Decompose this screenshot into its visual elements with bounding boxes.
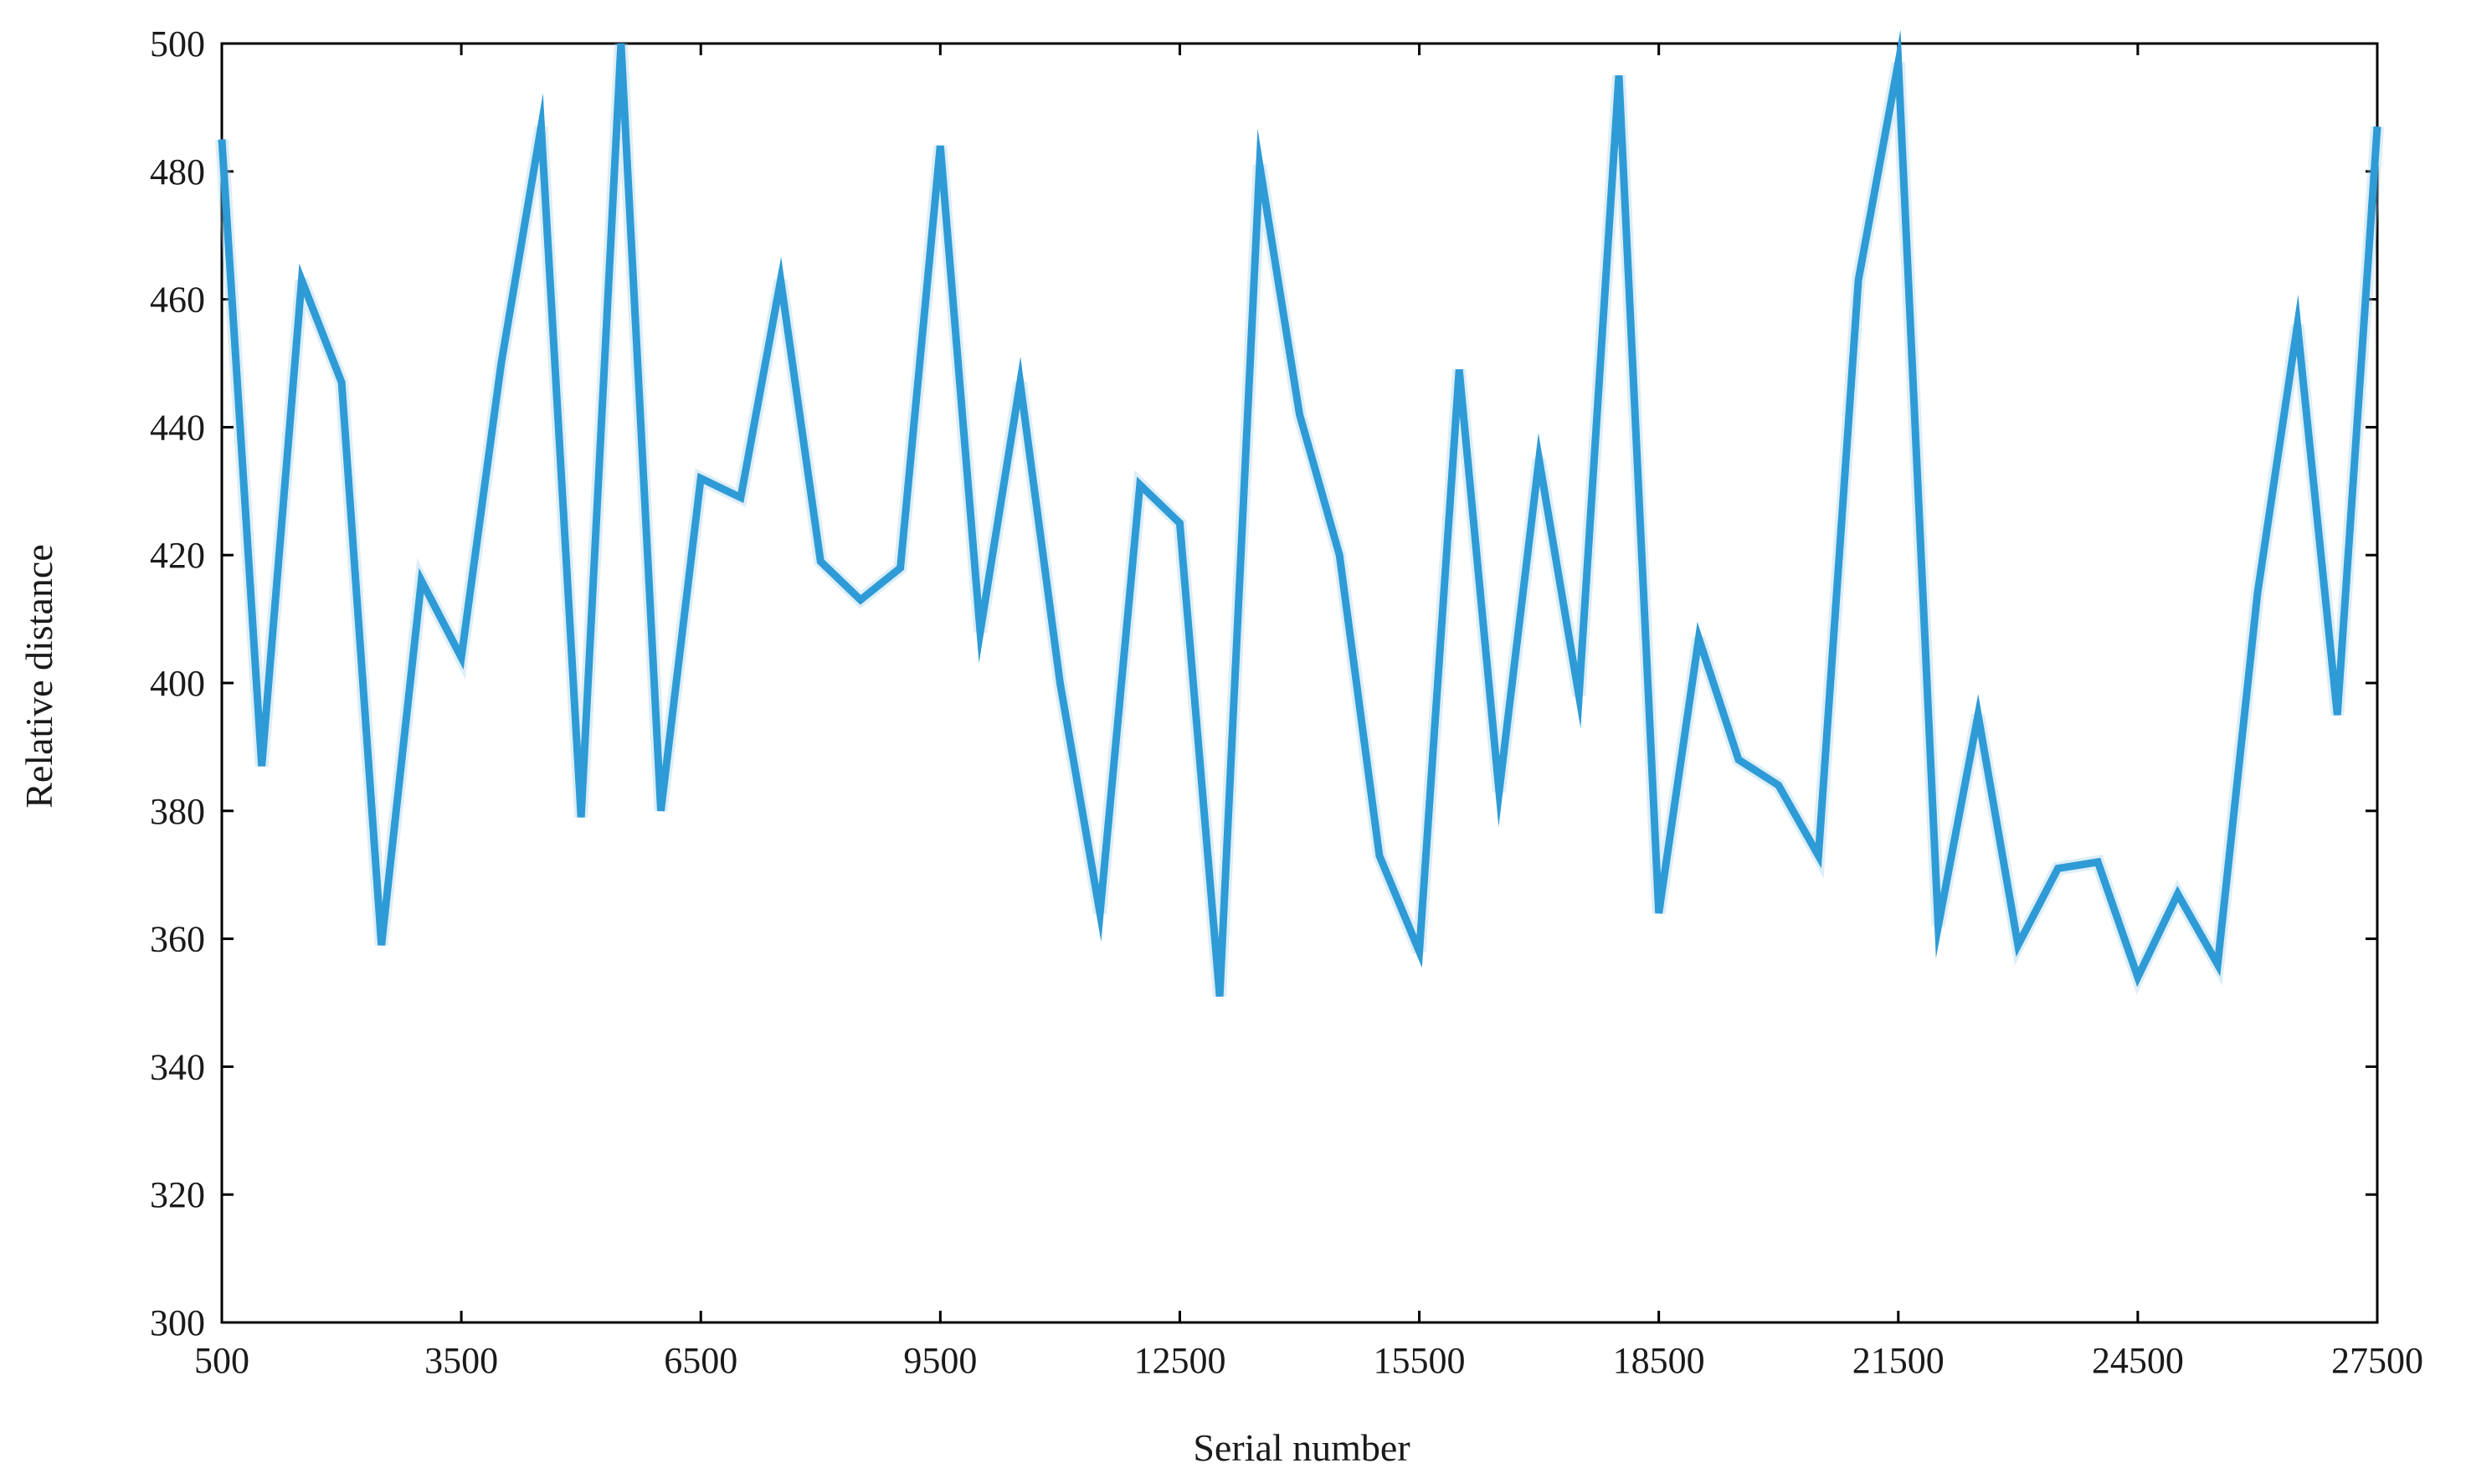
data-point [1778,784,1780,786]
data-point [740,496,742,498]
y-tick-label: 500 [150,23,205,64]
data-point [1938,925,1939,927]
data-point [460,656,462,658]
x-tick-label: 3500 [424,1340,498,1381]
y-tick-label: 400 [150,663,205,704]
x-tick-label: 6500 [664,1340,737,1381]
data-point [1338,554,1340,556]
data-point [900,567,902,568]
data-point [1817,855,1819,856]
data-point [1977,714,1979,716]
data-point [2336,714,2338,716]
data-point [1299,413,1300,415]
x-tick-label: 18500 [1613,1340,1705,1381]
x-tick-label: 500 [194,1340,249,1381]
data-point [2177,893,2179,895]
y-tick-label: 460 [150,280,205,321]
y-tick-label: 380 [150,791,205,832]
data-point [2017,944,2019,946]
data-point [2137,976,2139,978]
x-tick-label: 12500 [1133,1340,1225,1381]
y-tick-label: 480 [150,151,205,193]
x-tick-label: 27500 [2331,1340,2423,1381]
data-point [541,126,542,127]
series-layer [215,29,2384,998]
y-axis-title: Relative distance [18,544,60,809]
data-point [2217,963,2218,965]
data-point [1419,951,1421,953]
x-tick-label: 15500 [1374,1340,1466,1381]
data-point [1618,74,1620,76]
data-point [261,765,263,767]
x-tick-label: 21500 [1852,1340,1945,1381]
data-point [2297,324,2299,326]
x-tick-label: 9500 [903,1340,977,1381]
data-point [420,580,422,582]
y-tick-label: 320 [150,1174,205,1215]
data-point [1179,522,1180,524]
tick-labels: 500 3500 6500 9500 12500 15500 18500 21500 24500… [150,23,2423,1381]
data-point [1059,682,1061,684]
y-tick-label: 300 [150,1302,205,1343]
y-tick-label: 420 [150,535,205,576]
data-point [1698,638,1699,639]
data-point [2376,126,2378,127]
data-point [221,139,223,141]
y-tick-label: 360 [150,919,205,960]
data-point [1259,164,1261,166]
data-point [1658,912,1660,914]
data-point [381,944,383,946]
data-point [2257,593,2258,594]
series-line [218,29,2381,997]
data-point [819,561,821,562]
data-point [1458,369,1460,371]
data-point [2097,861,2099,863]
data-point [1099,912,1101,914]
tick-marks [220,42,2379,1324]
data-point [1498,791,1500,793]
y-tick-label: 340 [150,1046,205,1087]
x-axis-title: Serial number [1193,1426,1410,1469]
data-point [660,810,661,812]
x-tick-label: 24500 [2092,1340,2184,1381]
y-tick-label: 440 [150,407,205,448]
data-point [979,631,981,633]
data-point [580,816,582,818]
